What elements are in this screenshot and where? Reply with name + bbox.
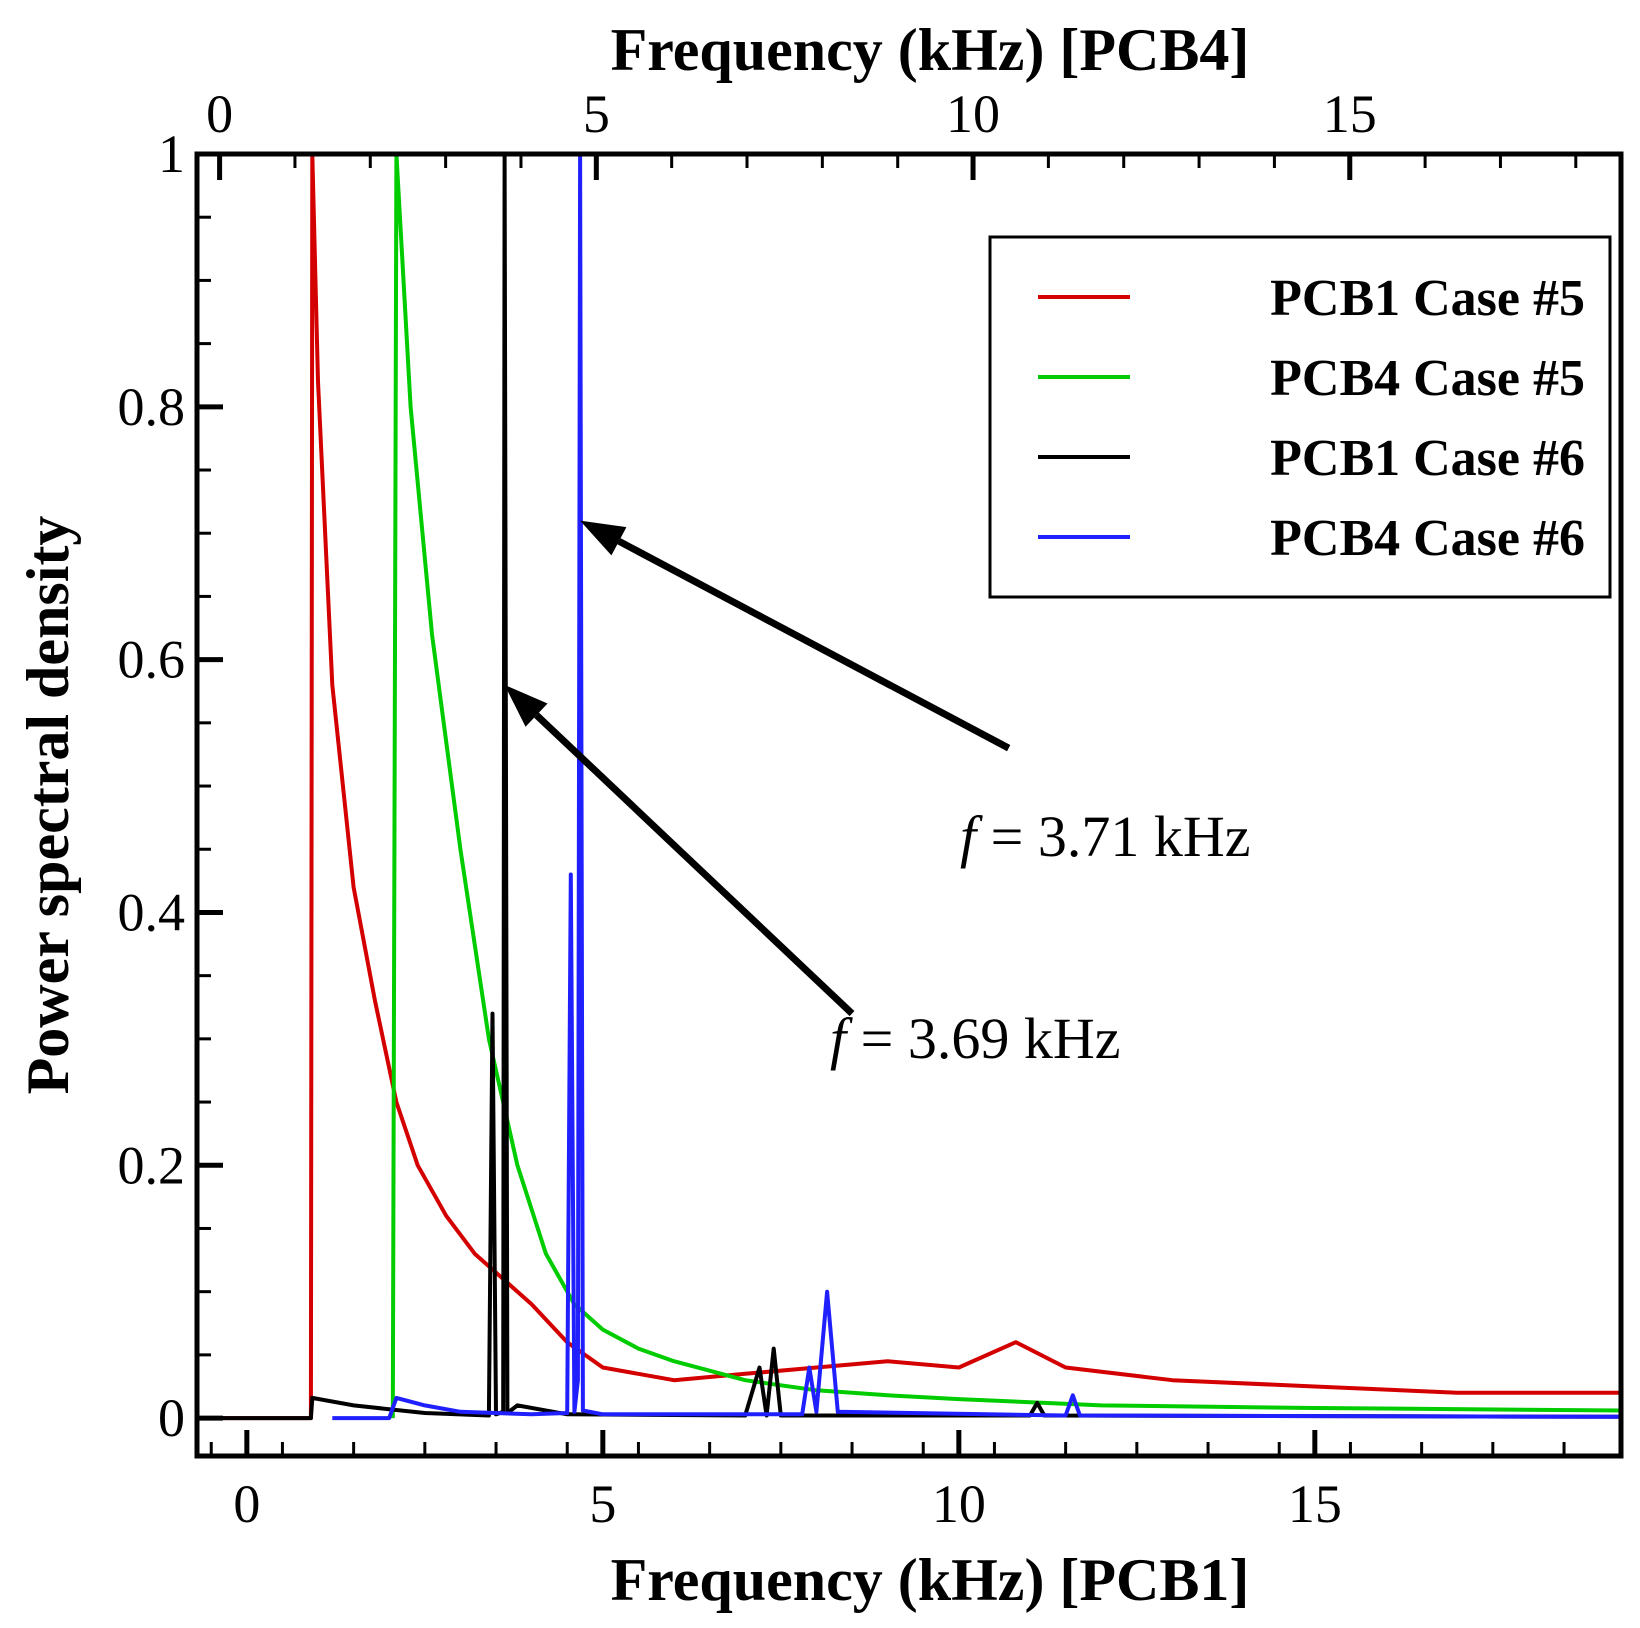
series-line-2 <box>390 154 1621 1419</box>
x2-axis-title: Frequency (kHz) [PCB4] <box>611 17 1250 83</box>
x-tick-label: 5 <box>589 1474 616 1534</box>
annotation-label-2: f = 3.69 kHz <box>830 1006 1120 1071</box>
annotation-arrow-shaft-2 <box>534 712 855 1017</box>
x2-tick-label: 15 <box>1323 84 1377 144</box>
ticks-layer <box>197 151 1578 1456</box>
y-tick-label: 1 <box>158 124 185 184</box>
series-layer <box>197 154 1621 1421</box>
y-tick-label: 0.6 <box>118 630 186 690</box>
legend: PCB1 Case #5 PCB4 Case #5 PCB1 Case #6 PCB4… <box>988 235 1612 599</box>
legend-label-1: PCB1 Case #5 <box>1270 270 1585 327</box>
series-line-3 <box>197 154 1621 1421</box>
series-line-4 <box>332 154 1621 1421</box>
y-axis-title: Power spectral density <box>15 516 81 1095</box>
annotation-arrow-shaft-1 <box>617 538 1011 752</box>
annotation-value: = 3.71 kHz <box>976 804 1250 869</box>
annotation-arrow-head-1 <box>580 520 627 556</box>
x2-tick-label: 0 <box>206 84 233 144</box>
x-axis-title: Frequency (kHz) [PCB1] <box>611 1547 1250 1613</box>
y-tick-label: 0.8 <box>118 377 186 437</box>
y-tick-label: 0.2 <box>118 1135 186 1195</box>
y-tick-label: 0.4 <box>118 882 186 942</box>
annotation-value: = 3.69 kHz <box>846 1006 1120 1071</box>
legend-label-2: PCB4 Case #5 <box>1270 350 1585 407</box>
y-tick-label: 0 <box>158 1388 185 1448</box>
annotation-label-1: f = 3.71 kHz <box>960 804 1250 869</box>
x-tick-label: 0 <box>233 1474 260 1534</box>
annotation-arrow-head-2 <box>504 684 548 727</box>
labels-layer: 0 5 10 15 0 5 10 15 0 0.2 0.4 0.6 0.8 1 <box>118 84 1377 1534</box>
x-tick-label: 15 <box>1288 1474 1342 1534</box>
plot-frame <box>194 151 1624 1459</box>
legend-label-4: PCB4 Case #6 <box>1270 510 1585 567</box>
x-tick-label: 10 <box>932 1474 986 1534</box>
x2-tick-label: 10 <box>946 84 1000 144</box>
legend-label-3: PCB1 Case #6 <box>1270 430 1585 487</box>
x2-tick-label: 5 <box>583 84 610 144</box>
series-line-1 <box>197 154 1621 1421</box>
annotation-layer: f = 3.71 kHz f = 3.69 kHz <box>504 520 1250 1071</box>
